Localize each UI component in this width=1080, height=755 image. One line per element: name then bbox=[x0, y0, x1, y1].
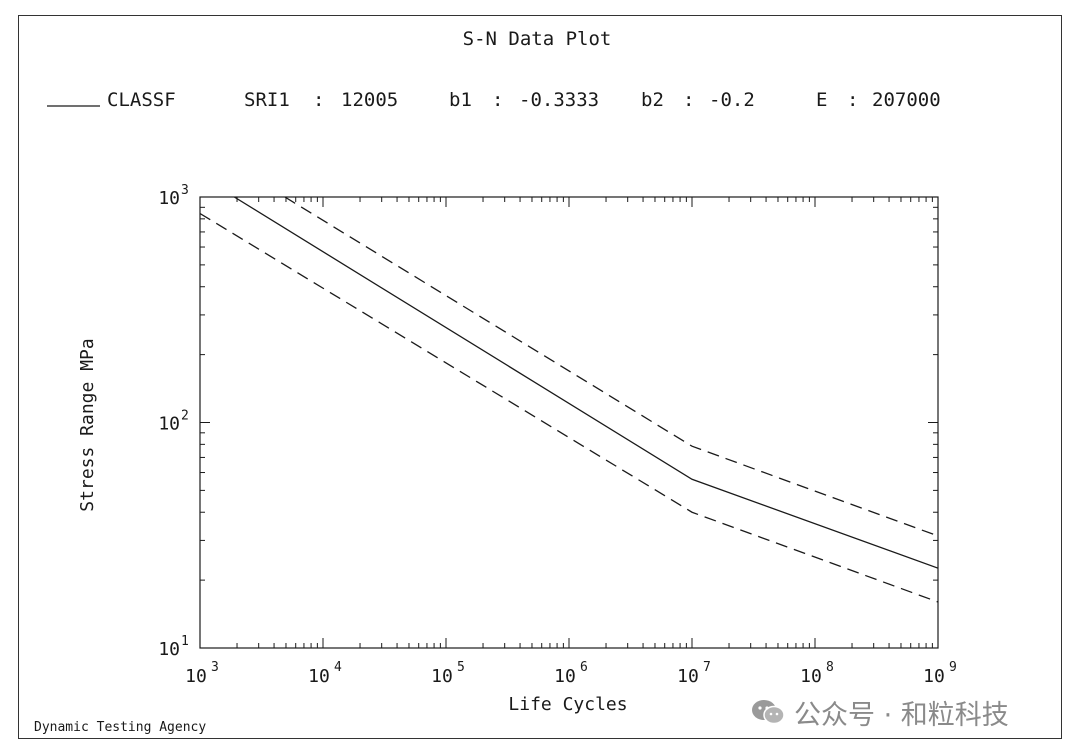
tick-layer: 10 3 10 4 10 5 10 6 10 7 10 8 10 910 310 210 1 bbox=[158, 183, 957, 687]
x-tick-label: 10 bbox=[308, 666, 330, 687]
x-tick-label: 10 bbox=[800, 666, 822, 687]
watermark-text: 公众号 · 和粒科技 bbox=[794, 699, 1009, 731]
x-axis-title: Life Cycles bbox=[508, 694, 627, 715]
x-tick-exponent: 6 bbox=[580, 660, 588, 675]
plot-frame bbox=[18, 15, 1062, 739]
y-tick-exponent: 1 bbox=[181, 634, 189, 649]
x-tick-label: 10 bbox=[677, 666, 699, 687]
y-tick-exponent: 3 bbox=[181, 183, 189, 198]
series-line-dashed bbox=[200, 212, 938, 603]
x-tick-exponent: 7 bbox=[703, 660, 711, 675]
x-tick-label: 10 bbox=[431, 666, 453, 687]
plot-area bbox=[199, 196, 939, 649]
legend-param-sep: : bbox=[313, 89, 324, 111]
watermark: 公众号 · 和粒科技 bbox=[750, 692, 1009, 732]
wechat-icon bbox=[752, 700, 785, 725]
x-tick-exponent: 8 bbox=[826, 660, 834, 675]
y-tick-label: 10 bbox=[158, 188, 180, 209]
legend-param-value: 12005 bbox=[341, 89, 398, 111]
x-tick-exponent: 3 bbox=[211, 660, 219, 675]
x-tick-exponent: 9 bbox=[949, 660, 957, 675]
y-tick-label: 10 bbox=[158, 414, 180, 435]
x-tick-exponent: 5 bbox=[457, 660, 465, 675]
legend-param-value: -0.3333 bbox=[519, 89, 599, 111]
legend-param-value: 207000 bbox=[872, 89, 941, 111]
y-axis-title: Stress Range MPa bbox=[77, 338, 98, 511]
y-tick-exponent: 2 bbox=[181, 409, 189, 424]
legend-series-name: CLASSF bbox=[107, 89, 176, 111]
legend-param-value: -0.2 bbox=[709, 89, 755, 111]
series-line-dashed bbox=[284, 197, 938, 537]
series-line-classf bbox=[233, 197, 938, 569]
x-tick-label: 10 bbox=[923, 666, 945, 687]
legend-param-sep: : bbox=[683, 89, 694, 111]
x-tick-label: 10 bbox=[554, 666, 576, 687]
legend-param-label: b2 bbox=[641, 89, 664, 111]
legend-param-sep: : bbox=[492, 89, 503, 111]
legend-param-label: E bbox=[816, 89, 827, 111]
x-tick-label: 10 bbox=[185, 666, 207, 687]
footer-label: Dynamic Testing Agency bbox=[34, 720, 207, 735]
x-tick-exponent: 4 bbox=[334, 660, 342, 675]
legend-param-label: SRI1 bbox=[244, 89, 290, 111]
legend-param-sep: : bbox=[847, 89, 858, 111]
legend-param-label: b1 bbox=[449, 89, 472, 111]
chart-title: S-N Data Plot bbox=[463, 28, 612, 50]
series-layer bbox=[200, 197, 938, 603]
y-tick-label: 10 bbox=[158, 639, 180, 660]
